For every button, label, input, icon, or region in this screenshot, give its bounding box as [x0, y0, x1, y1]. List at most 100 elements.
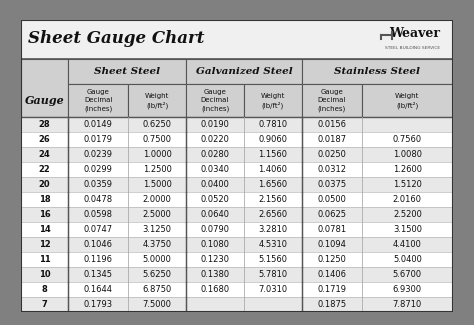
Bar [186, 84, 244, 117]
Bar [21, 282, 453, 297]
Text: 0.0500: 0.0500 [318, 195, 346, 204]
Text: 0.1196: 0.1196 [83, 255, 113, 264]
Bar [21, 148, 453, 162]
Text: 18: 18 [39, 195, 50, 204]
Bar [21, 177, 453, 192]
Text: 5.0000: 5.0000 [143, 255, 172, 264]
Text: 0.7810: 0.7810 [258, 121, 287, 129]
Text: 3.1500: 3.1500 [393, 225, 422, 234]
Text: 2.0000: 2.0000 [143, 195, 172, 204]
Bar [128, 84, 186, 117]
Text: 0.0280: 0.0280 [201, 150, 229, 159]
Text: 8: 8 [42, 285, 47, 294]
Text: 5.6700: 5.6700 [393, 270, 422, 279]
Text: 4.5310: 4.5310 [258, 240, 287, 249]
Text: 7.0310: 7.0310 [258, 285, 287, 294]
Text: 5.7810: 5.7810 [258, 270, 287, 279]
Text: 0.0640: 0.0640 [201, 210, 229, 219]
Text: 20: 20 [39, 180, 50, 189]
Text: 0.1406: 0.1406 [318, 270, 346, 279]
Bar [68, 59, 186, 84]
Text: 0.1793: 0.1793 [83, 300, 113, 309]
Text: 1.5120: 1.5120 [393, 180, 422, 189]
Text: 7: 7 [42, 300, 47, 309]
Text: 4.4100: 4.4100 [393, 240, 422, 249]
Text: 4.3750: 4.3750 [143, 240, 172, 249]
Bar [21, 59, 68, 117]
Text: 0.0312: 0.0312 [318, 165, 346, 174]
Text: 6.8750: 6.8750 [143, 285, 172, 294]
Text: 14: 14 [39, 225, 51, 234]
Text: 0.0299: 0.0299 [84, 165, 112, 174]
Text: 0.0520: 0.0520 [201, 195, 229, 204]
Text: 0.0156: 0.0156 [318, 121, 346, 129]
Text: 0.0747: 0.0747 [83, 225, 113, 234]
Text: 1.0080: 1.0080 [393, 150, 422, 159]
Text: 5.6250: 5.6250 [143, 270, 172, 279]
Text: 10: 10 [39, 270, 50, 279]
Text: 3.2810: 3.2810 [258, 225, 287, 234]
Text: Galvanized Steel: Galvanized Steel [196, 67, 292, 76]
Text: 0.0187: 0.0187 [317, 136, 346, 144]
Text: 1.5000: 1.5000 [143, 180, 172, 189]
Text: Gauge
Decimal
(inches): Gauge Decimal (inches) [84, 89, 112, 112]
Text: 2.0160: 2.0160 [393, 195, 422, 204]
Text: 1.1560: 1.1560 [258, 150, 287, 159]
Text: 3.1250: 3.1250 [143, 225, 172, 234]
Bar [21, 207, 453, 222]
Text: 11: 11 [39, 255, 51, 264]
Bar [244, 84, 301, 117]
Text: Weight
(lb/ft²): Weight (lb/ft²) [145, 93, 169, 109]
Text: 0.6250: 0.6250 [143, 121, 172, 129]
Text: 0.0625: 0.0625 [318, 210, 346, 219]
Text: 2.6560: 2.6560 [258, 210, 287, 219]
Text: 22: 22 [39, 165, 51, 174]
Text: 0.0375: 0.0375 [317, 180, 346, 189]
Bar [21, 133, 453, 148]
Text: 0.1719: 0.1719 [318, 285, 346, 294]
Text: 1.0000: 1.0000 [143, 150, 172, 159]
Text: 0.0790: 0.0790 [201, 225, 229, 234]
Text: 16: 16 [39, 210, 51, 219]
Text: 5.0400: 5.0400 [393, 255, 422, 264]
Text: 5.1560: 5.1560 [258, 255, 287, 264]
Text: 0.9060: 0.9060 [258, 136, 287, 144]
Bar [21, 297, 453, 312]
Text: 0.0149: 0.0149 [84, 121, 112, 129]
Text: 1.6560: 1.6560 [258, 180, 287, 189]
Text: 7.5000: 7.5000 [143, 300, 172, 309]
Text: Weight
(lb/ft²): Weight (lb/ft²) [261, 93, 285, 109]
Text: 0.1046: 0.1046 [83, 240, 113, 249]
Text: 0.1080: 0.1080 [201, 240, 229, 249]
Text: Sheet Gauge Chart: Sheet Gauge Chart [28, 30, 204, 47]
Text: 0.1230: 0.1230 [201, 255, 229, 264]
Bar [21, 267, 453, 282]
Bar [21, 237, 453, 252]
Text: Weaver: Weaver [389, 27, 440, 40]
Text: 0.1345: 0.1345 [83, 270, 113, 279]
Bar [21, 162, 453, 177]
Text: 0.1380: 0.1380 [201, 270, 229, 279]
Text: 0.0359: 0.0359 [83, 180, 113, 189]
Text: 0.1250: 0.1250 [318, 255, 346, 264]
Text: 0.0239: 0.0239 [83, 150, 113, 159]
Text: 0.1094: 0.1094 [318, 240, 346, 249]
Text: 0.7500: 0.7500 [143, 136, 172, 144]
Bar [362, 84, 453, 117]
Text: 2.1560: 2.1560 [258, 195, 287, 204]
Text: 2.5000: 2.5000 [143, 210, 172, 219]
Bar [21, 192, 453, 207]
Text: 0.1644: 0.1644 [83, 285, 113, 294]
Bar [301, 59, 453, 84]
Text: 1.4060: 1.4060 [258, 165, 287, 174]
Text: 0.1875: 0.1875 [317, 300, 346, 309]
Text: 24: 24 [39, 150, 51, 159]
Text: STEEL BUILDING SERVICE: STEEL BUILDING SERVICE [384, 46, 440, 50]
Text: Gauge
Decimal
(inches): Gauge Decimal (inches) [201, 89, 229, 112]
Text: 7.8710: 7.8710 [393, 300, 422, 309]
Text: 0.0598: 0.0598 [83, 210, 113, 219]
Text: 6.9300: 6.9300 [393, 285, 422, 294]
Bar [68, 84, 128, 117]
Text: 0.0220: 0.0220 [201, 136, 229, 144]
Text: 1.2600: 1.2600 [393, 165, 422, 174]
